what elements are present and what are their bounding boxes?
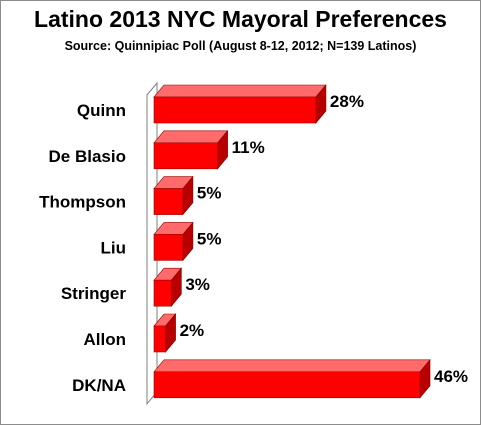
category-label-allon: Allon [84,330,127,349]
value-label-liu: 5% [197,229,222,248]
bar-top-dk-na [153,359,431,373]
category-label-stringer: Stringer [61,284,127,303]
value-label-de-blasio: 11% [232,138,265,157]
value-label-allon: 2% [180,321,205,340]
bar-de-blasio [153,142,218,170]
category-label-de-blasio: De Blasio [49,147,126,166]
bar-thompson [153,188,184,215]
chart-title: Latino 2013 NYC Mayoral Preferences [34,6,447,32]
chart-subtitle: Source: Quinnipiac Poll (August 8-12, 20… [64,39,417,53]
bar-liu [153,234,184,261]
category-label-quinn: Quinn [77,101,126,120]
value-label-dk-na: 46% [434,367,468,386]
category-label-liu: Liu [101,238,127,257]
bar-top-de-blasio [153,130,229,144]
value-label-quinn: 28% [330,92,364,111]
bar-dk-na [153,371,421,399]
value-label-thompson: 5% [197,184,222,203]
category-label-thompson: Thompson [39,193,126,212]
bar-allon [153,325,166,353]
bar-quinn [153,96,317,124]
value-label-stringer: 3% [185,275,210,294]
category-label-dk-na: DK/NA [72,376,126,395]
bar-stringer [153,279,172,307]
bar-top-quinn [153,84,327,98]
